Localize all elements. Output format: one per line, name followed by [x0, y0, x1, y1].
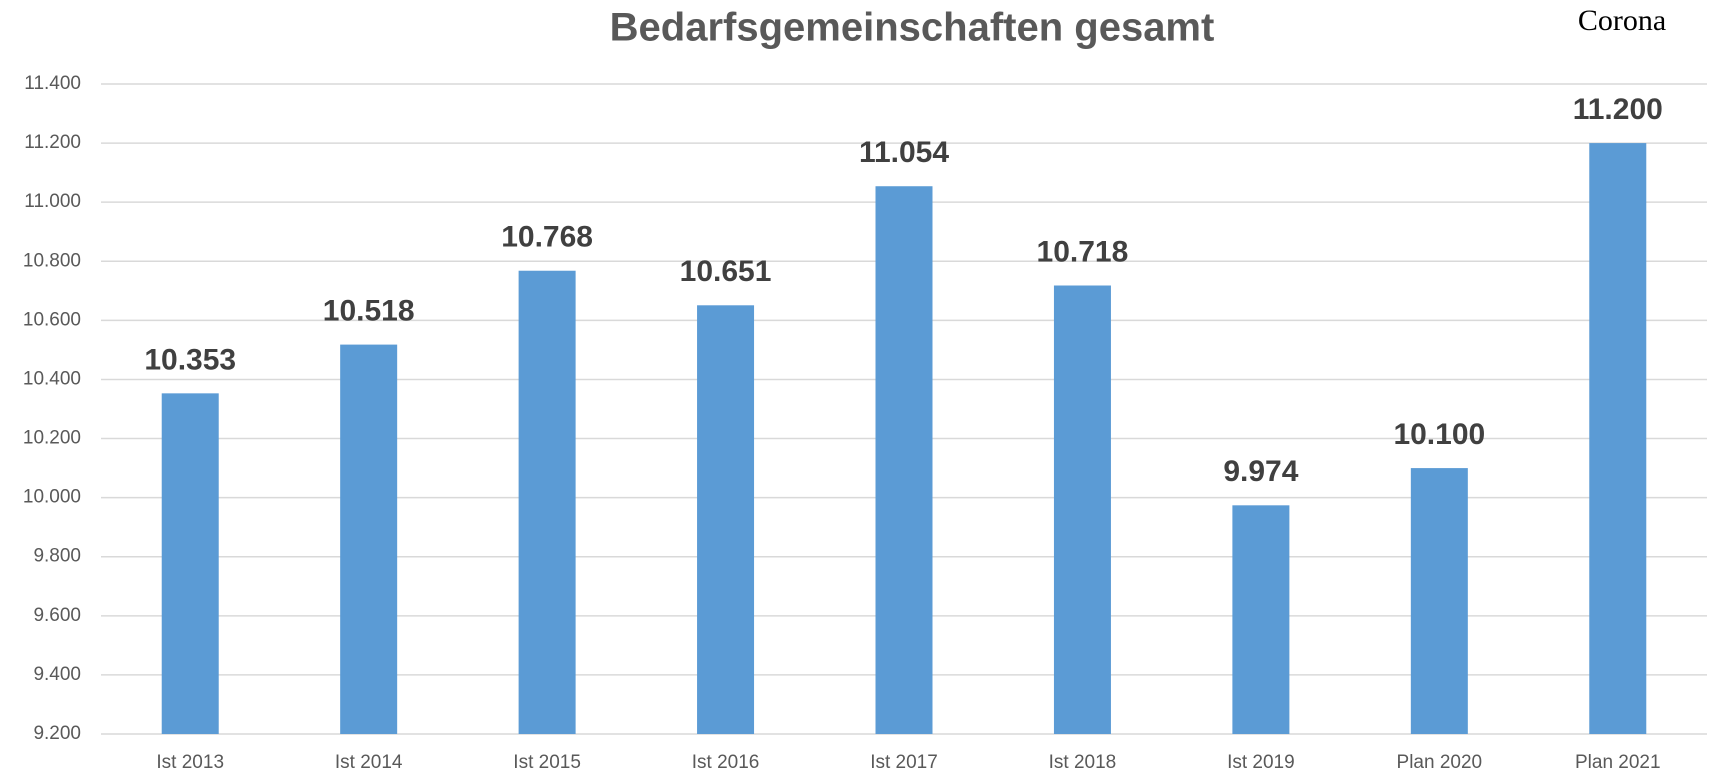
x-tick-label: Ist 2013: [156, 752, 224, 773]
bar: [1589, 143, 1647, 734]
y-tick-label: 9.400: [33, 664, 81, 685]
y-tick-label: 10.000: [23, 487, 81, 508]
data-label: 10.651: [680, 255, 772, 288]
x-tick-label: Ist 2014: [335, 752, 403, 773]
data-label: 11.200: [1573, 93, 1663, 126]
y-tick-label: 10.800: [23, 250, 81, 271]
bar: [161, 393, 219, 734]
data-label: 10.768: [501, 221, 593, 254]
chart-title: Bedarfsgemeinschaften gesamt: [610, 6, 1215, 50]
x-tick-label: Plan 2020: [1397, 752, 1483, 773]
bar: [1232, 505, 1290, 734]
data-label: 10.353: [144, 343, 236, 376]
y-tick-label: 10.200: [23, 428, 81, 449]
bar: [1053, 285, 1111, 734]
x-tick-label: Ist 2019: [1227, 752, 1295, 773]
bar: [1410, 468, 1468, 734]
annotation: Corona: [1578, 4, 1666, 37]
bar: [697, 305, 755, 734]
x-tick-label: Ist 2015: [513, 752, 581, 773]
data-label: 11.054: [859, 136, 949, 169]
y-tick-label: 11.400: [24, 73, 81, 94]
x-tick-label: Ist 2016: [692, 752, 760, 773]
data-label: 10.718: [1037, 235, 1129, 268]
y-tick-label: 10.400: [23, 368, 81, 389]
y-tick-label: 11.200: [24, 132, 81, 153]
x-tick-label: Ist 2018: [1049, 752, 1117, 773]
bar: [340, 344, 398, 734]
y-tick-label: 10.600: [23, 309, 81, 330]
data-label: 10.518: [323, 295, 415, 328]
y-tick-label: 9.800: [33, 546, 81, 567]
y-tick-label: 9.600: [33, 605, 81, 626]
x-tick-label: Plan 2021: [1575, 752, 1661, 773]
data-label: 9.974: [1223, 455, 1298, 488]
y-tick-label: 9.200: [33, 723, 81, 744]
bar: [518, 270, 576, 734]
data-label: 10.100: [1393, 418, 1485, 451]
x-tick-label: Ist 2017: [870, 752, 938, 773]
bar: [875, 186, 933, 734]
y-tick-label: 11.000: [24, 191, 81, 212]
